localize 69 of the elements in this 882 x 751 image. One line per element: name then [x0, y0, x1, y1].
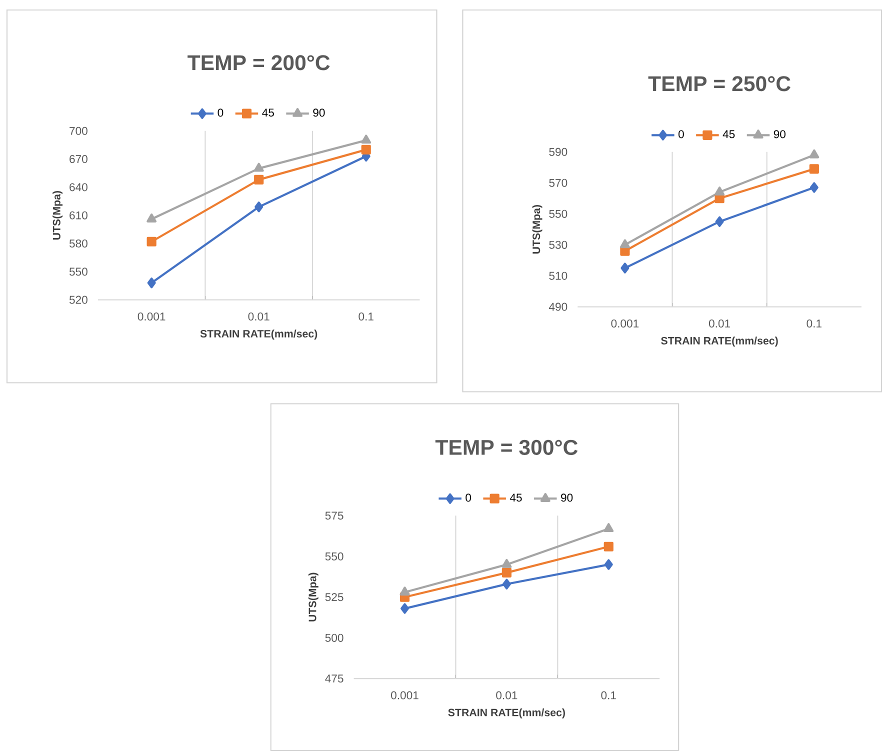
point	[400, 603, 410, 614]
legend-label: 45	[510, 494, 522, 502]
y-tick-label: 520	[69, 296, 88, 304]
point	[810, 182, 818, 193]
y-tick-label: 580	[69, 239, 88, 248]
x-tick-label: 0.001	[391, 691, 418, 700]
point	[361, 134, 372, 144]
y-tick-label: 530	[549, 240, 568, 249]
point	[254, 162, 264, 172]
x-tick-label: 0.01	[708, 319, 730, 328]
legend-label: 0	[218, 108, 224, 117]
y-tick-label: 575	[325, 512, 344, 520]
point	[620, 262, 630, 274]
point	[361, 144, 371, 154]
legend-label: 90	[774, 130, 786, 138]
y-tick-label: 525	[325, 593, 344, 602]
y-tick-label: 670	[70, 155, 88, 164]
y-tick-label: 490	[548, 302, 568, 311]
chart-title: TEMP = 250°C	[648, 76, 790, 92]
y-tick-label: 610	[70, 211, 88, 220]
point	[809, 164, 819, 174]
point	[715, 216, 724, 227]
y-axis-title: UTS(Mpa)	[308, 572, 318, 622]
chart-title: TEMP = 300°C	[435, 440, 578, 455]
y-tick-label: 500	[325, 634, 344, 642]
point	[604, 523, 614, 532]
y-tick-label: 510	[549, 272, 568, 280]
point	[502, 558, 512, 568]
point	[604, 542, 614, 552]
x-tick-label: 0.001	[138, 312, 166, 320]
y-tick-label: 570	[549, 178, 568, 187]
x-tick-label: 0.1	[358, 312, 374, 320]
y-axis-title: UTS(Mpa)	[532, 204, 542, 254]
chart-title: TEMP = 200°C	[188, 55, 330, 70]
point	[147, 278, 156, 288]
y-tick-label: 550	[549, 210, 568, 218]
x-axis-title: STRAIN RATE(mm/sec)	[661, 336, 778, 347]
y-tick-label: 550	[325, 552, 344, 560]
x-axis-title: STRAIN RATE(mm/sec)	[200, 330, 318, 340]
point	[809, 149, 820, 158]
point	[254, 202, 264, 212]
x-tick-label: 0.01	[248, 312, 270, 320]
x-tick-label: 0.1	[806, 319, 822, 328]
point	[502, 568, 512, 578]
y-tick-label: 550	[69, 268, 88, 276]
legend-label: 45	[262, 108, 274, 117]
x-axis-title: STRAIN RATE(mm/sec)	[448, 708, 565, 718]
point	[714, 186, 725, 196]
point	[620, 239, 630, 248]
y-tick-label: 590	[549, 148, 568, 156]
legend-label: 0	[678, 130, 684, 138]
point	[146, 213, 157, 222]
y-tick-label: 700	[70, 126, 88, 135]
x-tick-label: 0.01	[496, 691, 518, 700]
y-tick-label: 640	[70, 183, 88, 192]
x-tick-label: 0.001	[611, 319, 639, 328]
point	[400, 586, 410, 596]
legend-label: 90	[313, 108, 325, 117]
legend-label: 45	[722, 130, 735, 138]
point	[146, 236, 156, 246]
point	[254, 174, 264, 184]
point	[620, 246, 630, 256]
x-tick-label: 0.1	[601, 691, 616, 700]
legend-label: 90	[561, 494, 573, 502]
point	[604, 559, 613, 570]
y-tick-label: 475	[325, 674, 344, 682]
y-axis-title: UTS(Mpa)	[52, 190, 63, 240]
point	[502, 578, 511, 590]
legend-label: 0	[466, 494, 472, 502]
